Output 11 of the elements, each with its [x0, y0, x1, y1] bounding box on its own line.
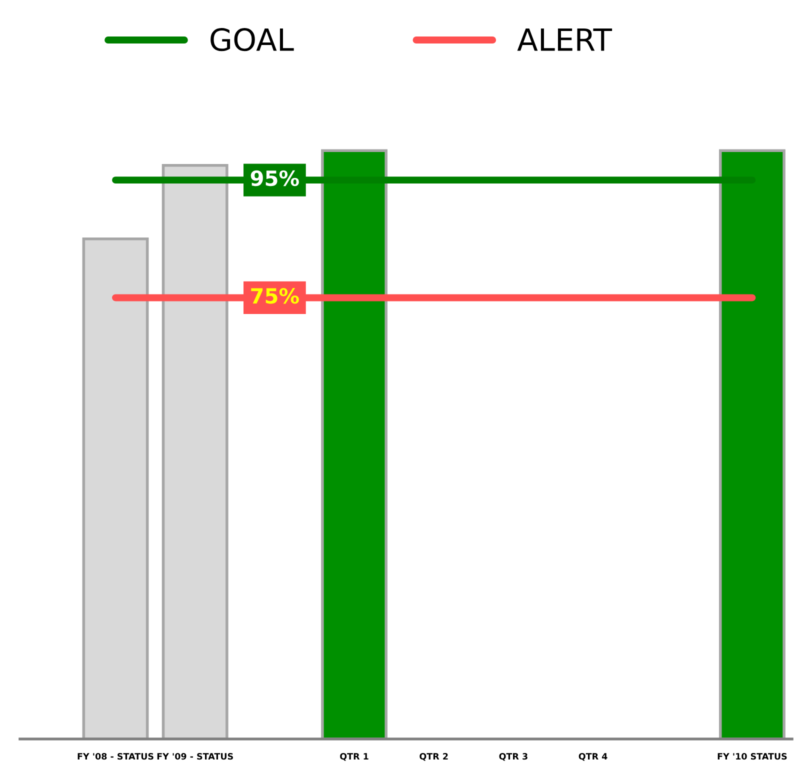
data-label: 75%: [251, 288, 299, 304]
x-tick-label: QTR 3: [499, 753, 528, 761]
legend-label: GOAL: [210, 28, 294, 52]
x-tick-label: QTR 2: [420, 753, 448, 761]
x-tick-label: FY '09 - STATUS: [157, 753, 233, 760]
data-label: 95%: [250, 170, 299, 186]
x-tick-label: FY '08 - STATUS: [78, 753, 154, 760]
x-tick-label: QTR 4: [578, 753, 608, 761]
x-tick-label: FY '10 STATUS: [718, 753, 787, 760]
x-tick-label: QTR 1: [340, 753, 368, 761]
legend-label: ALERT: [517, 28, 612, 51]
